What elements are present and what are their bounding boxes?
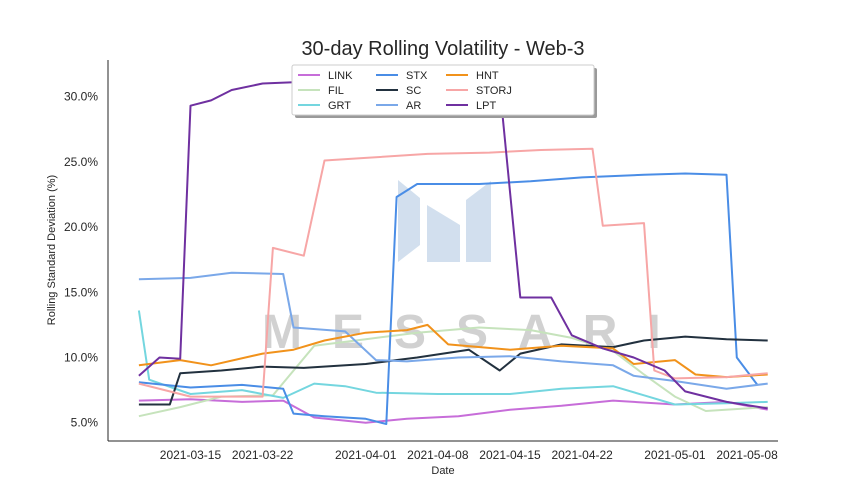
- legend-label-grt: GRT: [328, 100, 351, 112]
- series-layer: [137, 81, 768, 425]
- series-line-ar: [138, 271, 768, 390]
- y-axis-label: Rolling Standard Deviation (%): [46, 175, 58, 325]
- series-line-link: [138, 398, 768, 424]
- x-tick-label: 2021-03-22: [232, 448, 294, 462]
- chart-title: 30-day Rolling Volatility - Web-3: [301, 38, 584, 60]
- y-tick-label: 20.0%: [64, 220, 98, 234]
- x-tick-label: 2021-04-01: [335, 448, 397, 462]
- x-tick-label: 2021-04-15: [479, 448, 541, 462]
- legend-label-hnt: HNT: [476, 70, 499, 82]
- x-tick-label: 2021-03-15: [160, 448, 222, 462]
- series-line-storj: [138, 147, 768, 398]
- x-tick-label: 2021-04-22: [551, 448, 613, 462]
- y-tick-label: 30.0%: [64, 90, 98, 104]
- series-line-hnt: [138, 323, 768, 379]
- legend-box: [291, 64, 595, 116]
- y-tick-label: 25.0%: [64, 155, 98, 169]
- legend-label-storj: STORJ: [476, 85, 512, 97]
- legend-label-ar: AR: [406, 100, 421, 112]
- y-tick-label: 10.0%: [64, 350, 98, 364]
- legend-label-stx: STX: [406, 70, 428, 82]
- legend: LINK FIL GRT STX SC AR HNT STORJ LPT: [291, 64, 597, 118]
- legend-label-lpt: LPT: [476, 100, 496, 112]
- series-line-stx: [138, 172, 759, 425]
- y-tick-label: 15.0%: [64, 285, 98, 299]
- x-tick-labels: 2021-03-15 2021-03-22 2021-04-01 2021-04-08…: [160, 448, 778, 462]
- legend-label-link: LINK: [328, 70, 353, 82]
- x-tick-label: 2021-04-08: [407, 448, 469, 462]
- messari-logo-icon: [398, 180, 491, 262]
- y-tick-label: 5.0%: [71, 416, 99, 430]
- legend-label-sc: SC: [406, 85, 421, 97]
- x-axis-label: Date: [431, 465, 454, 477]
- series-line-sc: [138, 335, 768, 406]
- series-line-grt: [137, 310, 768, 406]
- messari-watermark: MESSARI: [262, 180, 691, 359]
- x-tick-label: 2021-05-01: [644, 448, 706, 462]
- x-tick-label: 2021-05-08: [716, 448, 778, 462]
- y-tick-labels: 5.0% 10.0% 15.0% 20.0% 25.0% 30.0%: [64, 90, 98, 430]
- watermark-text: MESSARI: [262, 306, 691, 359]
- legend-label-fil: FIL: [328, 85, 344, 97]
